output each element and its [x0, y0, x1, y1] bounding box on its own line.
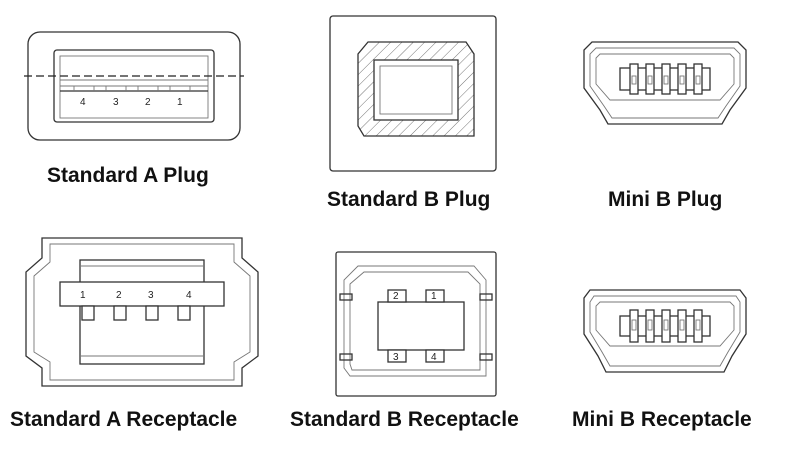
- caption-standard-a-receptacle: Standard A Receptacle: [10, 408, 238, 431]
- pin-label: 1: [431, 291, 437, 302]
- standard-a-receptacle-drawing: 1 2 3 4: [25, 237, 259, 387]
- pin-label: 3: [393, 352, 399, 363]
- pin-label: 4: [80, 97, 86, 108]
- pin-label: 1: [80, 290, 86, 301]
- pin-label: 4: [431, 352, 437, 363]
- pin-label: 1: [177, 97, 183, 108]
- pin-label: 2: [145, 97, 151, 108]
- standard-a-plug-drawing: 4 3 2 1: [24, 31, 244, 141]
- pin-label: 3: [148, 290, 154, 301]
- caption-standard-a-plug: Standard A Plug: [47, 164, 209, 187]
- mini-b-plug-drawing: [583, 41, 747, 125]
- standard-b-receptacle-drawing: 2 1 3 4: [335, 251, 497, 397]
- mini-b-receptacle-drawing: [583, 289, 747, 373]
- pin-label: 2: [116, 290, 122, 301]
- standard-b-plug-drawing: [329, 15, 497, 172]
- pin-label: 3: [113, 97, 119, 108]
- caption-mini-b-receptacle: Mini B Receptacle: [572, 408, 752, 431]
- pin-label: 4: [186, 290, 192, 301]
- caption-standard-b-plug: Standard B Plug: [327, 188, 491, 211]
- pin-label: 2: [393, 291, 399, 302]
- caption-mini-b-plug: Mini B Plug: [608, 188, 723, 211]
- caption-standard-b-receptacle: Standard B Receptacle: [290, 408, 519, 431]
